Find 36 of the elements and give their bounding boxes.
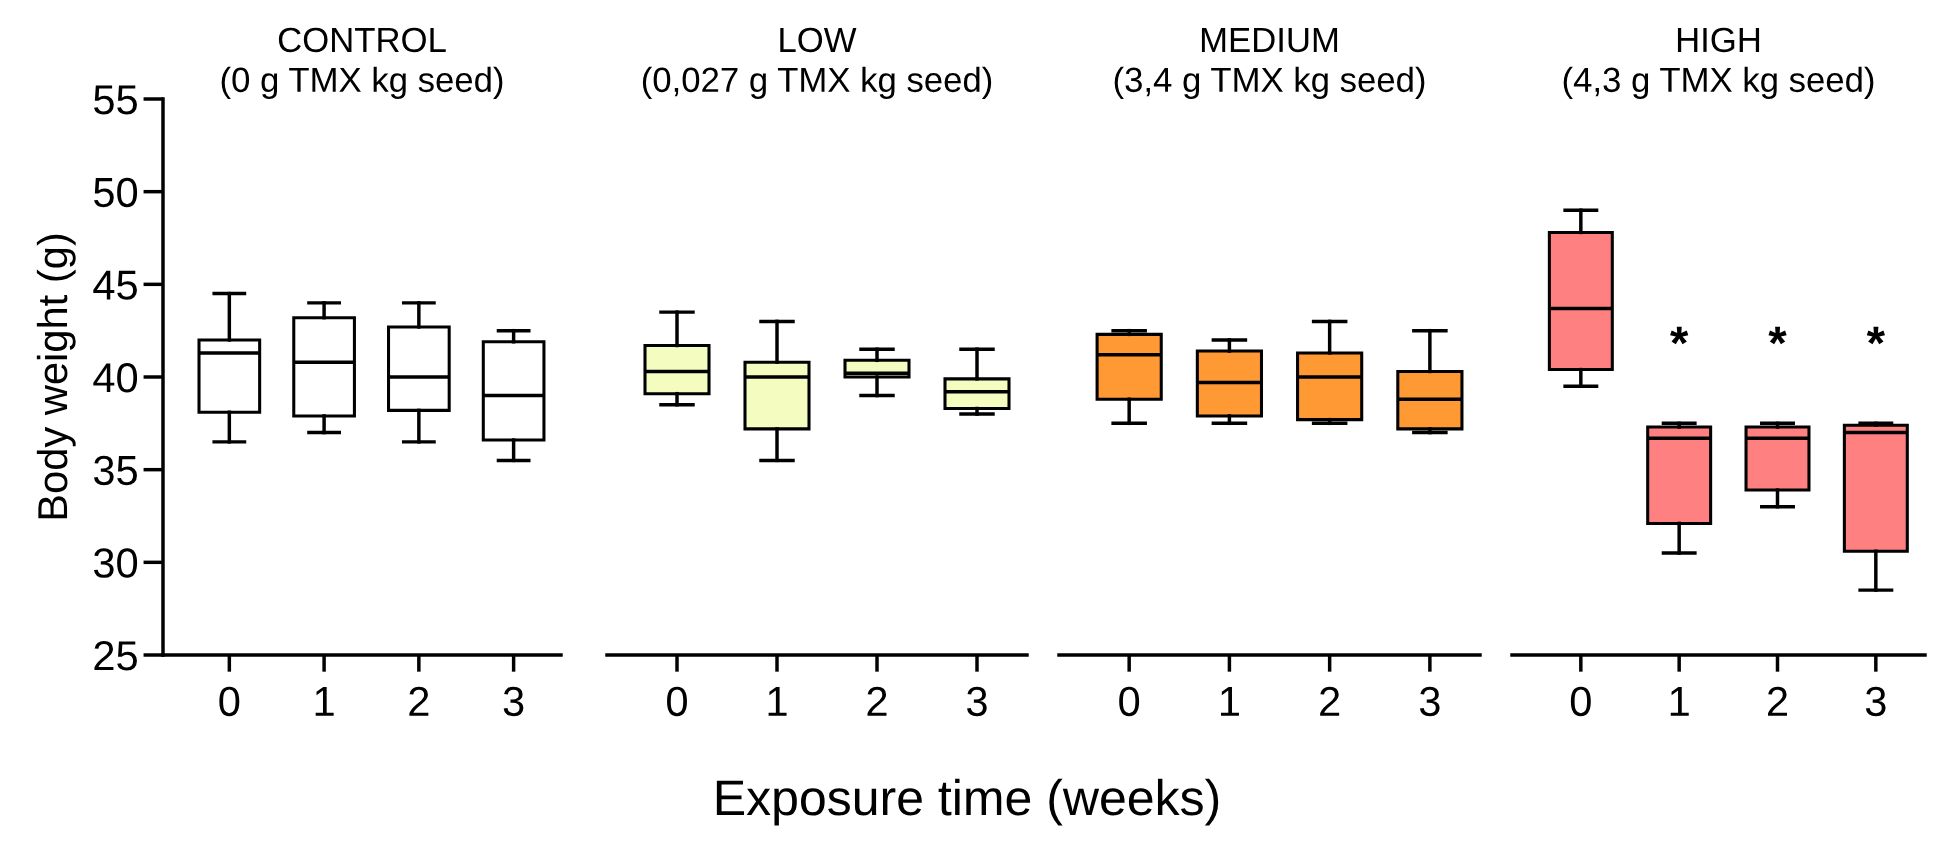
x-tick-label: 1 xyxy=(1670,687,1689,716)
x-tick-label: 1 xyxy=(768,687,787,716)
y-tick-label: 35 xyxy=(93,455,137,486)
x-tick-label: 0 xyxy=(219,686,240,717)
chart-title: LOW xyxy=(780,27,857,53)
x-tick-label: 1 xyxy=(1221,687,1239,716)
y-tick-label: 45 xyxy=(93,270,137,300)
chart-title: HIGH xyxy=(1677,27,1760,53)
x-tick-label: 0 xyxy=(1570,686,1591,717)
x-tick-label: 3 xyxy=(967,686,987,717)
chart-title: MEDIUM xyxy=(1201,27,1338,53)
y-axis-title: Body weight (g) xyxy=(36,234,76,519)
x-tick-label: 2 xyxy=(1320,686,1340,716)
y-tick-label: 55 xyxy=(94,85,137,115)
x-tick-label: 1 xyxy=(315,687,334,716)
chart-title: CONTROL xyxy=(278,27,446,53)
x-tick-label: 0 xyxy=(1119,686,1140,717)
x-tick-label: 2 xyxy=(409,686,429,716)
x-tick-label: 2 xyxy=(867,686,887,716)
x-tick-label: 3 xyxy=(1419,686,1440,717)
annotation: * xyxy=(1866,326,1885,345)
y-tick-label: 25 xyxy=(94,641,137,671)
x-axis-title: Exposure time (weeks) xyxy=(716,778,1219,826)
x-tick-label: 2 xyxy=(1768,686,1787,716)
annotation: * xyxy=(1670,326,1689,345)
y-tick-label: 40 xyxy=(93,363,138,393)
y-tick-label: 30 xyxy=(93,548,138,578)
x-tick-label: 0 xyxy=(667,686,687,717)
x-tick-label: 3 xyxy=(503,686,524,717)
chart-subtitle: (0,027 g TMX kg seed) xyxy=(642,66,992,99)
annotation: * xyxy=(1768,326,1787,345)
chart-subtitle: (3,4 g TMX kg seed) xyxy=(1114,66,1425,99)
chart-subtitle: (4,3 g TMX kg seed) xyxy=(1563,66,1874,99)
x-tick-label: 3 xyxy=(1865,686,1886,717)
chart-subtitle: (0 g TMX kg seed) xyxy=(221,66,503,99)
y-tick-label: 50 xyxy=(94,177,138,208)
